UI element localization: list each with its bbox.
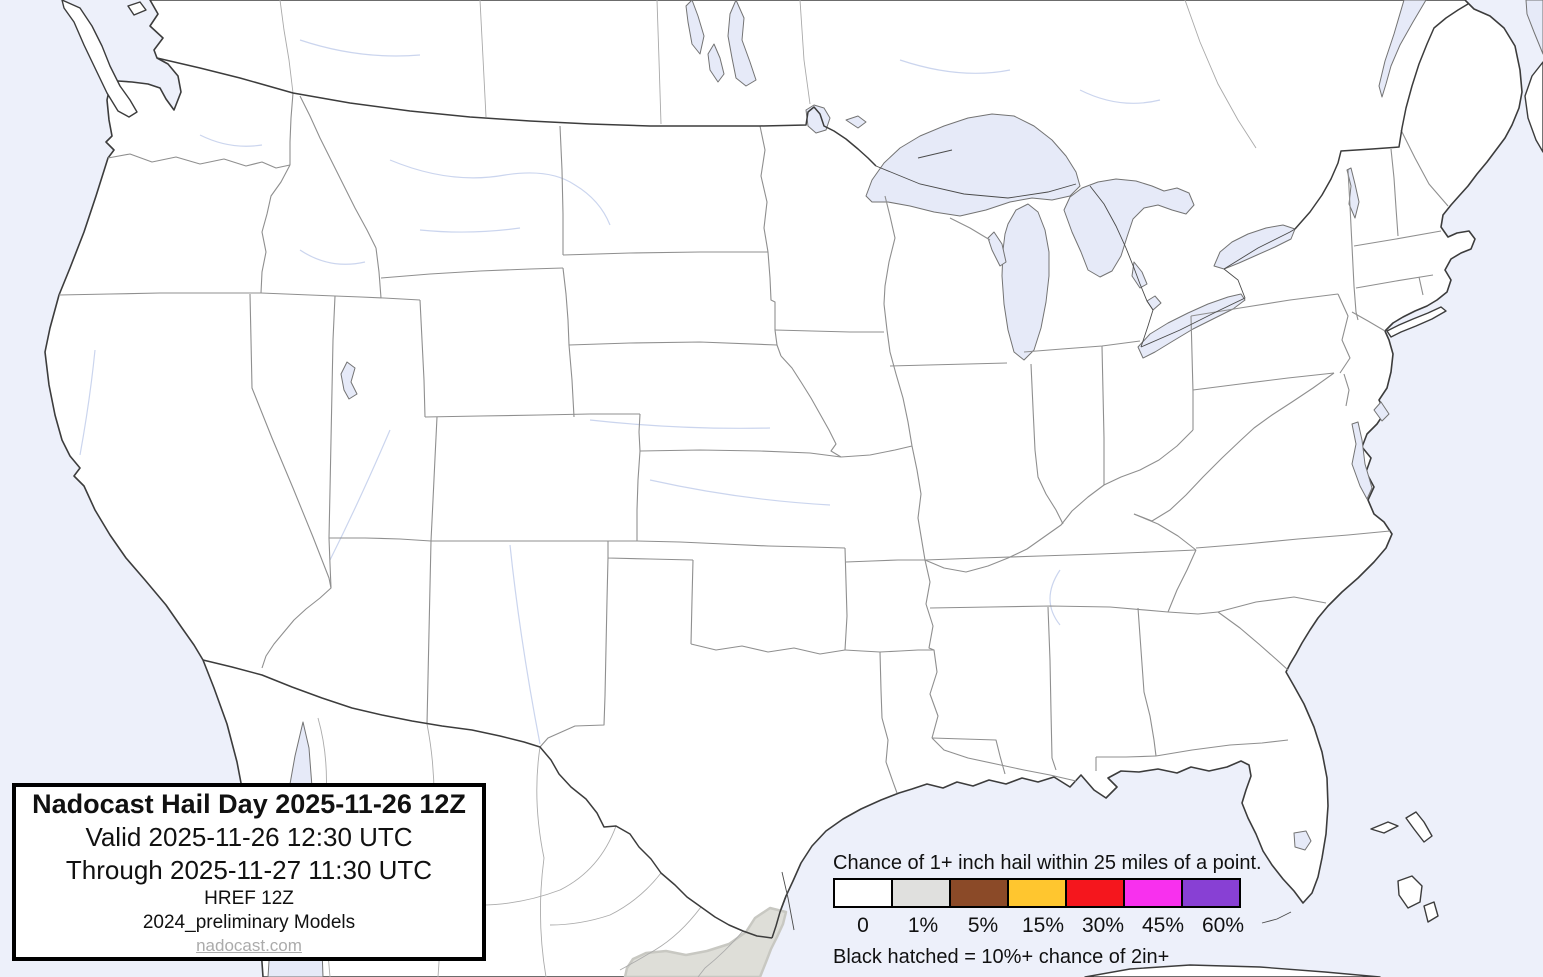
province-borders <box>279 0 1257 149</box>
lake-winnipeg <box>727 0 757 87</box>
national-borders <box>156 3 1469 939</box>
texas-coast-restroke <box>771 895 787 939</box>
us-canada-border <box>156 57 877 167</box>
bahamas-andros <box>1397 875 1423 909</box>
river-lines <box>79 39 1161 745</box>
lake-superior <box>865 113 1081 217</box>
legend-swatch <box>1181 878 1241 908</box>
lake-manitoba <box>707 43 725 83</box>
legend-label: 60% <box>1201 914 1245 937</box>
legend-swatch <box>891 878 951 908</box>
legend-label: 5% <box>967 914 999 937</box>
legend-swatch <box>1007 878 1067 908</box>
models-version-label: 2024_preliminary Models <box>142 912 356 933</box>
us-state-borders <box>58 92 1449 794</box>
bc-islet <box>127 1 147 16</box>
lake-huron <box>1063 178 1195 278</box>
title-box: Nadocast Hail Day 2025-11-26 12Z Valid 2… <box>12 783 486 961</box>
legend: Chance of 1+ inch hail within 25 miles o… <box>833 852 1262 969</box>
legend-label: 1% <box>907 914 939 937</box>
long-island <box>1386 306 1447 338</box>
bahamas-abaco <box>1405 811 1433 843</box>
legend-swatch <box>1065 878 1125 908</box>
rainy-lake <box>845 115 867 129</box>
legend-labels: 0 1% 5% 15% 30% 45% 60% <box>833 914 1262 938</box>
forecast-title: Nadocast Hail Day 2025-11-26 12Z <box>32 789 466 819</box>
hail-probability-contour-1pct <box>623 906 788 977</box>
gulf-of-st-lawrence <box>1525 0 1543 55</box>
great-salt-lake <box>340 361 358 400</box>
legend-swatch <box>833 878 893 908</box>
legend-swatch <box>1123 878 1183 908</box>
st-lawrence-border <box>1294 3 1469 230</box>
legend-color-bar <box>833 878 1262 908</box>
saginaw-bay <box>1131 261 1148 289</box>
st-lawrence-estuary <box>1378 0 1427 98</box>
lake-winnipegosis <box>685 0 705 55</box>
bahamas-grand-bahama <box>1370 821 1399 834</box>
legend-label: 30% <box>1081 914 1125 937</box>
bahamas-eleuthera <box>1423 901 1439 923</box>
lake-michigan <box>1001 203 1050 361</box>
legend-hatched-note: Black hatched = 10%+ chance of 2in+ <box>833 946 1170 968</box>
legend-label: 0 <box>857 914 869 937</box>
delaware-bay <box>1373 401 1390 422</box>
legend-swatch <box>949 878 1009 908</box>
through-time: Through 2025-11-27 11:30 UTC <box>65 855 433 885</box>
nova-scotia <box>1524 61 1543 153</box>
lake-okeechobee <box>1293 830 1312 851</box>
nadocast-link[interactable]: nadocast.com <box>196 936 302 955</box>
green-bay <box>987 231 1007 267</box>
vancouver-island <box>61 0 138 118</box>
legend-heading: Chance of 1+ inch hail within 25 miles o… <box>833 852 1262 874</box>
legend-label: 45% <box>1141 914 1185 937</box>
cuba-north-coast <box>1084 964 1381 977</box>
valid-time: Valid 2025-11-26 12:30 UTC <box>85 822 413 852</box>
padre-island <box>781 871 795 931</box>
florida-keys <box>1261 911 1292 924</box>
chesapeake-bay <box>1351 421 1373 500</box>
legend-label: 15% <box>1021 914 1065 937</box>
model-run-label: HREF 12Z <box>204 888 294 909</box>
us-mexico-border <box>202 659 773 939</box>
